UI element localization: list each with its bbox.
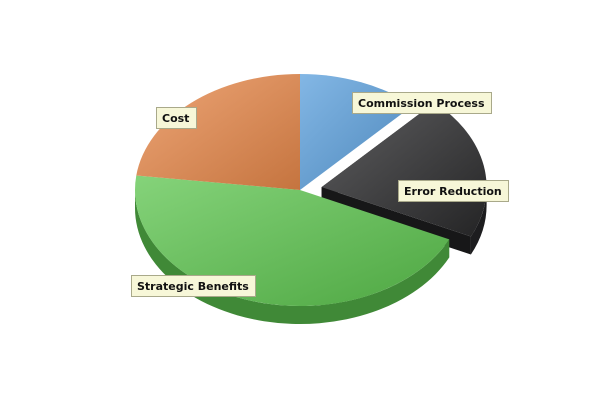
- slice-strategic-benefits[interactable]: [135, 175, 450, 306]
- slice-cost[interactable]: [136, 74, 300, 190]
- data-label-box: [131, 275, 256, 297]
- data-label-box: [156, 107, 197, 129]
- data-label-text: Cost: [162, 112, 189, 125]
- slice-side-error-reduction: [470, 187, 487, 255]
- data-label-strategic-benefits: Strategic Benefits: [131, 275, 256, 297]
- slice-error-reduction[interactable]: [321, 102, 487, 237]
- data-label-commission-process: Commission Process: [352, 92, 492, 114]
- data-label-error-reduction: Error Reduction: [398, 180, 509, 202]
- data-label-cost: Cost: [156, 107, 197, 129]
- data-label-text: Commission Process: [358, 97, 485, 110]
- data-label-text: Error Reduction: [404, 185, 502, 198]
- data-label-box: [352, 92, 492, 114]
- data-label-box: [398, 180, 509, 202]
- data-label-text: Strategic Benefits: [137, 280, 249, 293]
